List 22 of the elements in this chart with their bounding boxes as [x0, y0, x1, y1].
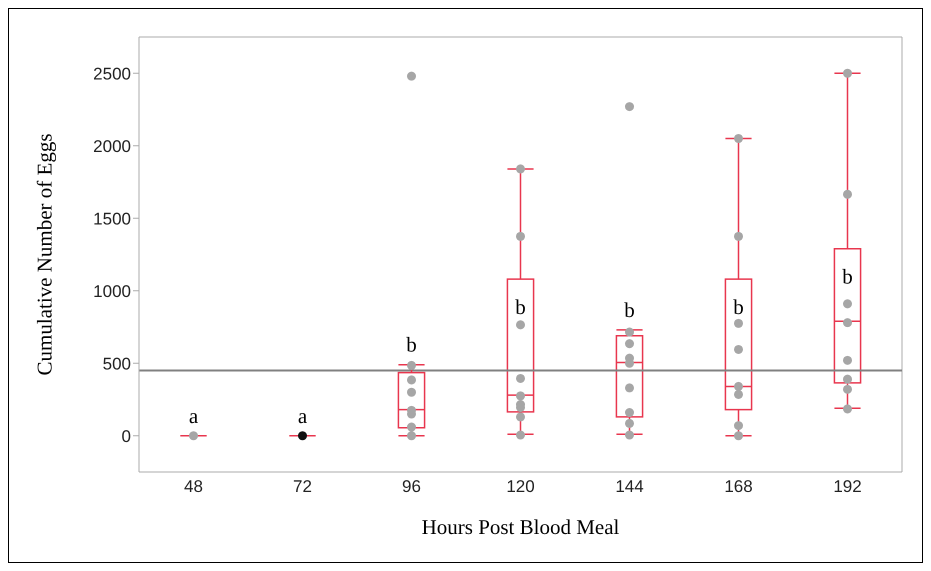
y-tick-label: 0: [122, 426, 131, 446]
x-axis-title: Hours Post Blood Meal: [422, 515, 620, 539]
x-tick-label: 120: [506, 477, 535, 496]
x-tick-label: 72: [293, 477, 312, 496]
annotation: b: [624, 298, 635, 322]
annotation: b: [733, 295, 744, 320]
x-tick-label: 48: [184, 477, 203, 496]
x-tick-label: 168: [724, 477, 753, 496]
y-tick-label: 2000: [93, 136, 131, 156]
y-axis-title: Cumulative Number of Eggs: [32, 133, 56, 376]
x-tick-label: 96: [402, 477, 421, 496]
y-tick-label: 1500: [93, 209, 131, 228]
y-tick-label: 1000: [93, 282, 131, 301]
annotation: b: [515, 295, 526, 320]
annotation: b: [406, 332, 417, 357]
x-tick-label: 144: [615, 477, 644, 496]
annotation: b: [842, 264, 853, 289]
y-tick-label: 2500: [93, 64, 131, 84]
y-tick-label: 500: [102, 354, 131, 374]
annotation: a: [188, 404, 199, 428]
annotation: a: [298, 404, 308, 428]
x-tick-label: 192: [833, 477, 862, 496]
